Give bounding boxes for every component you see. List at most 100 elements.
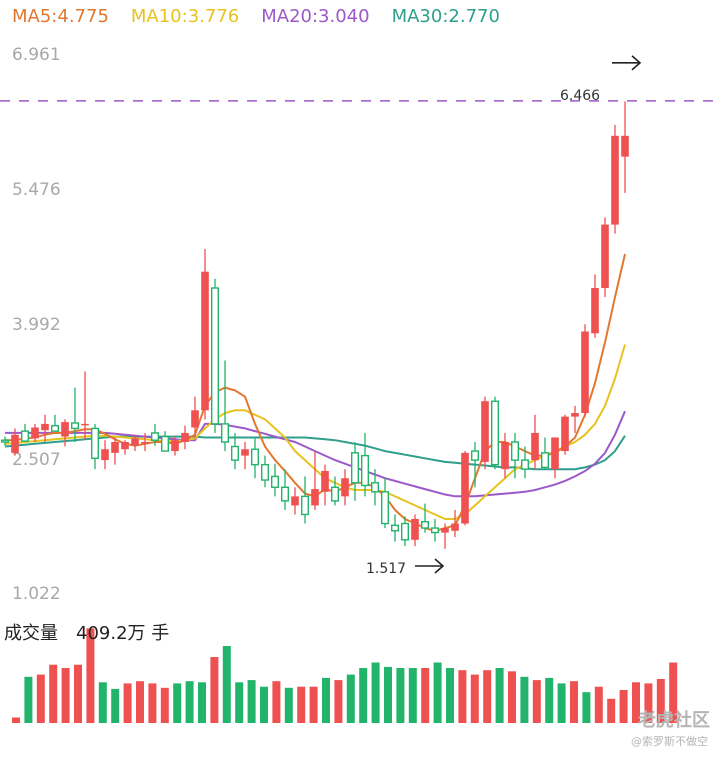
candle-body: [341, 478, 349, 497]
candle-body: [301, 495, 310, 516]
candle-body: [591, 287, 599, 334]
volume-bar: [570, 681, 578, 723]
candle-body: [111, 441, 119, 453]
volume-bar: [98, 682, 107, 723]
y-tick-label: 6.961: [12, 45, 61, 65]
y-tick-label: 2.507: [12, 450, 61, 470]
volume-bar: [557, 683, 566, 723]
volume-bar: [49, 664, 58, 723]
volume-bar: [632, 682, 640, 723]
candle-body: [181, 432, 189, 442]
volume-bar: [123, 683, 132, 723]
volume-bar: [371, 662, 380, 723]
volume-bar: [111, 688, 120, 723]
volume-bar: [495, 668, 504, 723]
volume-bar: [359, 668, 368, 723]
candle-body: [321, 470, 329, 492]
volume-bar: [322, 677, 330, 723]
candle-body: [171, 440, 179, 452]
candle-body: [150, 432, 159, 441]
candle-body: [210, 287, 219, 425]
ma20-legend: MA20:3.040: [261, 5, 370, 27]
candle-body: [31, 427, 39, 439]
volume-bar: [545, 677, 554, 723]
candle-body: [311, 489, 319, 506]
candle-body: [611, 135, 619, 225]
volume-bar: [384, 666, 392, 723]
candle-body: [371, 482, 380, 493]
candle-body: [61, 422, 69, 437]
candle-body: [230, 445, 239, 461]
volume-bar: [12, 717, 20, 723]
volume-bar: [74, 664, 82, 723]
ma5-legend: MA5:4.775: [12, 5, 109, 27]
volume-bar: [36, 674, 45, 723]
candle-body: [261, 463, 270, 481]
candle-body: [241, 449, 249, 456]
low-arrow: [434, 558, 445, 574]
candle-body: [220, 423, 229, 443]
volume-bar: [185, 681, 194, 723]
candle-body: [281, 486, 290, 502]
candle-body: [201, 271, 209, 411]
candle-body: [51, 424, 60, 432]
volume-bar: [210, 657, 219, 723]
candle-body: [491, 400, 500, 466]
volume-bar: [470, 674, 479, 723]
ma10-legend: MA10:3.776: [130, 5, 240, 27]
volume-bar: [235, 682, 244, 723]
volume-bar: [260, 686, 268, 723]
volume-bar: [160, 687, 169, 723]
candle-body: [1, 439, 9, 443]
volume-bar: [669, 662, 678, 723]
candle-body: [401, 522, 410, 541]
volume-bar: [408, 668, 417, 723]
candle-body: [551, 437, 559, 470]
candle-body: [421, 521, 430, 529]
candle-body: [581, 331, 589, 414]
candle-body: [521, 459, 530, 470]
volume-bar: [148, 683, 157, 723]
candle-body: [511, 441, 520, 461]
volume-bar: [446, 668, 454, 723]
volume-bar: [309, 686, 318, 723]
volume-bar: [508, 671, 516, 723]
candle-body: [271, 475, 280, 488]
candle-body: [160, 435, 169, 452]
candle-body: [571, 413, 579, 417]
candle-body: [11, 434, 19, 453]
candle-body: [21, 430, 30, 442]
y-tick-label: 1.022: [12, 584, 61, 604]
candle-body: [411, 518, 419, 540]
high-arrow: [631, 55, 642, 71]
candle-body: [481, 401, 489, 462]
candle-body: [41, 423, 49, 431]
candle-body: [121, 441, 129, 450]
volume-value: 409.2万 手: [76, 623, 170, 644]
high-marker-label: 6.466: [560, 88, 601, 104]
candle-body: [601, 224, 609, 288]
candle-body: [70, 422, 79, 430]
volume-bar: [619, 690, 628, 723]
volume-title: 成交量: [4, 623, 58, 644]
volume-bar: [346, 674, 355, 723]
candle-body: [501, 441, 509, 470]
volume-bar: [24, 676, 33, 723]
volume-bar: [334, 680, 343, 723]
volume-bar: [272, 681, 281, 723]
candle-body: [101, 449, 109, 461]
volume-bar: [532, 680, 541, 723]
volume-bar: [198, 682, 206, 723]
y-tick-label: 3.992: [12, 315, 61, 335]
ma30-legend: MA30:2.770: [391, 5, 500, 27]
candle-body: [361, 454, 370, 487]
volume-bar: [607, 698, 616, 723]
volume-bar: [86, 628, 95, 723]
candle-body: [250, 448, 259, 466]
volume-bar: [483, 670, 492, 723]
candle-body: [351, 452, 360, 484]
volume-bar: [222, 646, 231, 723]
candle-body: [441, 528, 449, 533]
candle-body: [561, 416, 569, 452]
